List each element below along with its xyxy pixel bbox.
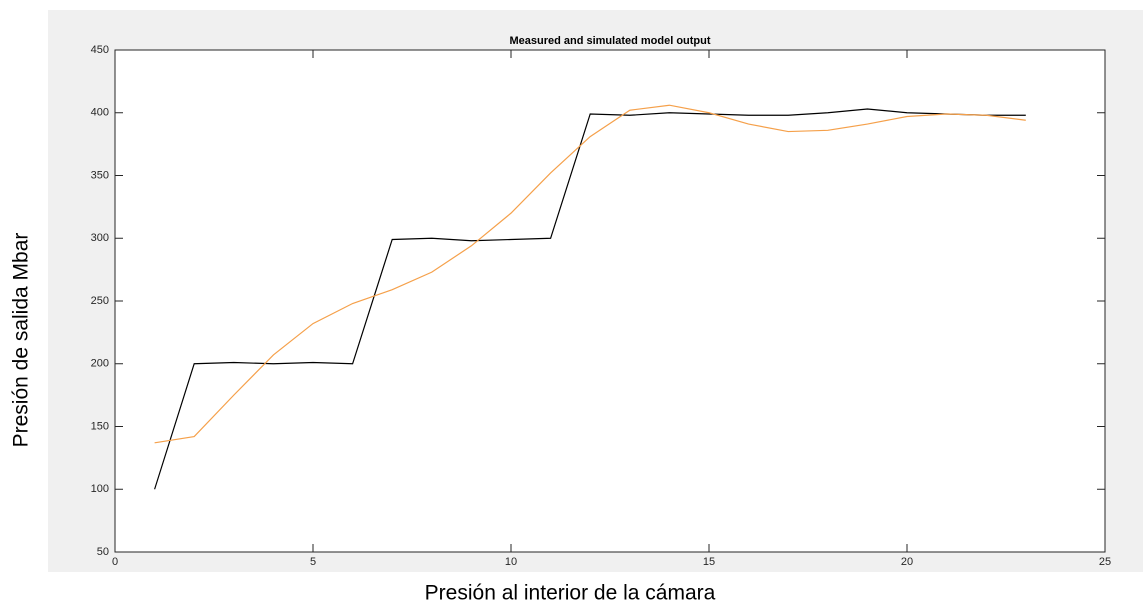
y-tick-label: 250: [91, 295, 109, 307]
data-line: [154, 108, 1026, 490]
x-tick-label: 25: [1099, 556, 1111, 568]
x-tick-label: 5: [310, 556, 316, 568]
y-tick-label: 50: [97, 546, 109, 558]
y-tick-label: 450: [91, 44, 109, 56]
y-tick-label: 400: [91, 107, 109, 119]
x-tick-label: 0: [112, 556, 118, 568]
y-tick-label: 200: [91, 358, 109, 370]
data-line: [154, 104, 1026, 444]
y-tick-label: 150: [91, 420, 109, 432]
y-tick-label: 300: [91, 232, 109, 244]
y-tick-label: 350: [91, 169, 109, 181]
y-axis-label: Presión de salida Mbar: [10, 233, 33, 448]
plot-area: [114, 49, 1106, 553]
chart-title: Measured and simulated model output: [509, 35, 710, 47]
x-tick-label: 10: [505, 556, 517, 568]
x-axis-label: Presión al interior de la cámara: [425, 582, 716, 605]
y-tick-label: 100: [91, 483, 109, 495]
x-tick-label: 15: [703, 556, 715, 568]
x-tick-label: 20: [901, 556, 913, 568]
